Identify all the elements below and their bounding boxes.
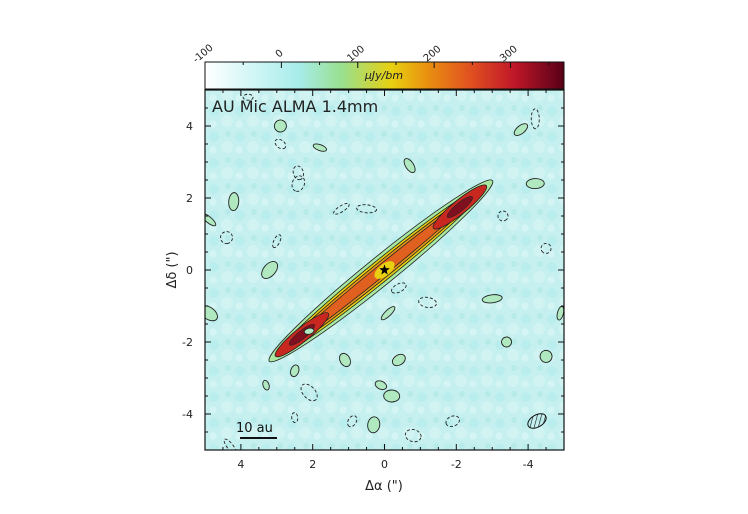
x-tick-label-2: 0 — [381, 458, 388, 471]
noise-contour-4 — [333, 202, 350, 215]
noise-contour-20 — [312, 143, 327, 152]
x-tick-label-4: -4 — [523, 458, 534, 471]
noise-contour-33 — [513, 123, 529, 136]
noise-contour-39 — [383, 389, 401, 403]
colorbar-label: μJy/bm — [364, 69, 403, 82]
noise-contour-19 — [273, 119, 287, 133]
plot-title: AU Mic ALMA 1.4mm — [212, 97, 378, 116]
x-tick-labels: 4 2 0 -2 -4 — [237, 458, 533, 471]
y-tick-label-3: -2 — [182, 336, 193, 349]
noise-contour-23 — [261, 261, 279, 279]
x-tick-label-3: -2 — [451, 458, 462, 471]
noise-contour-22 — [228, 192, 240, 212]
scale-bar-label: 10 au — [236, 421, 273, 436]
noise-contour-5 — [356, 204, 377, 214]
noise-contour-15 — [404, 428, 422, 443]
noise-contour-13 — [347, 415, 358, 428]
x-tick-label-1: 2 — [309, 458, 316, 471]
noise-contour-30 — [501, 336, 513, 348]
cb-tick-label-3: 200 — [422, 44, 444, 65]
y-tick-labels: 4 2 0 -2 -4 — [182, 120, 193, 421]
noise-contour-8 — [272, 234, 282, 249]
noise-contour-11 — [300, 383, 318, 402]
y-axis-label: Δδ (") — [165, 251, 180, 288]
noise-contour-9 — [391, 282, 407, 294]
noise-contour-10 — [418, 296, 437, 309]
noise-contour-1 — [274, 138, 287, 150]
cb-tick-label-1: 0 — [274, 48, 286, 61]
noise-contour-34 — [525, 178, 545, 190]
noise-contour-3 — [291, 175, 306, 192]
axis-ticks — [204, 89, 565, 451]
noise-contour-6 — [497, 210, 509, 222]
noise-contour-2 — [292, 165, 304, 181]
noise-contour-29 — [481, 294, 503, 304]
noise-contour-24 — [303, 327, 315, 335]
noise-contour-27 — [367, 416, 381, 434]
noise-contour-18 — [540, 242, 552, 254]
x-tick-label-0: 4 — [237, 458, 244, 471]
noise-contour-0 — [242, 93, 254, 101]
cb-tick-label-2: 100 — [345, 44, 367, 65]
y-tick-label-0: 4 — [186, 120, 193, 133]
map-image — [205, 90, 564, 450]
noise-contour-12 — [291, 412, 299, 424]
x-axis-label: Δα (") — [365, 479, 403, 494]
colorbar — [204, 61, 565, 90]
noise-contour-17 — [530, 108, 540, 130]
disk-peak-1 — [446, 196, 473, 218]
noise-contour-38 — [391, 353, 406, 367]
colorbar-ticks — [204, 62, 550, 68]
noise-contour-31 — [539, 349, 553, 363]
cb-tick-label-4: 300 — [498, 44, 520, 65]
beam-ellipse — [527, 413, 547, 429]
y-tick-label-1: 2 — [186, 192, 193, 205]
noise-contour-28 — [380, 306, 396, 321]
noise-contour-36 — [262, 379, 270, 391]
y-tick-label-2: 0 — [186, 264, 193, 277]
noise-contour-7 — [220, 231, 233, 245]
noise-contour-14 — [445, 415, 460, 427]
noise-contour-21 — [403, 158, 416, 174]
star-marker — [379, 264, 390, 275]
noise-contours — [205, 93, 564, 450]
noise-contour-26 — [339, 352, 351, 368]
y-tick-label-4: -4 — [182, 408, 193, 421]
noise-contour-37 — [290, 364, 300, 378]
noise-contour-25 — [374, 380, 388, 391]
